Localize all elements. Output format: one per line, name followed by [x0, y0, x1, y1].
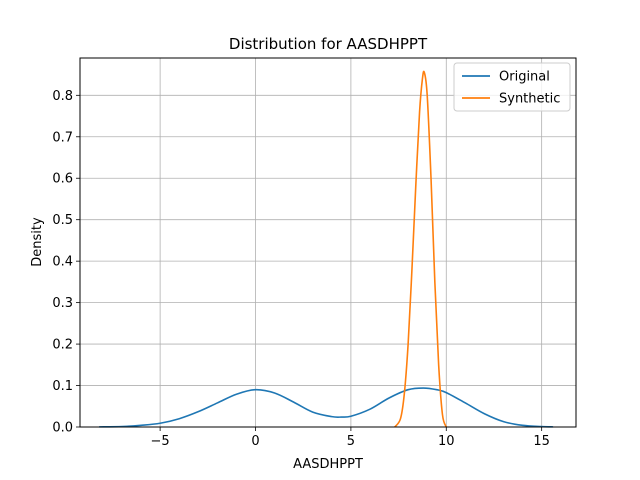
y-axis-label: Density: [30, 217, 45, 267]
y-tick-label: 0.0: [52, 421, 73, 436]
plot-frame: [79, 57, 577, 428]
series-line-synthetic: [394, 70, 448, 428]
ticks: −5 0 5 10 15 0.0 0.1 0.2 0.3 0.4 0.5 0.6 0.7 0.8: [52, 89, 550, 449]
legend: Original Synthetic: [453, 62, 571, 112]
grid: [80, 58, 576, 428]
y-tick-label: 0.6: [52, 172, 73, 187]
y-tick-label: 0.2: [52, 338, 73, 353]
x-tick-label: 0: [251, 434, 259, 449]
y-tick-label: 0.8: [52, 89, 73, 104]
x-tick-label: −5: [151, 434, 170, 449]
legend-label-synthetic: Synthetic: [499, 92, 560, 107]
y-tick-label: 0.3: [52, 296, 73, 311]
y-tick-label: 0.4: [52, 255, 73, 270]
x-axis-label: AASDHPPT: [293, 457, 363, 472]
x-tick-label: 15: [533, 434, 550, 449]
series-lines: [99, 70, 554, 428]
x-tick-label: 5: [347, 434, 355, 449]
y-tick-label: 0.7: [52, 130, 73, 145]
y-tick-label: 0.1: [52, 379, 73, 394]
y-tick-label: 0.5: [52, 213, 73, 228]
series-line-original: [99, 387, 554, 428]
legend-label-original: Original: [499, 70, 550, 85]
chart-title: Distribution for AASDHPPT: [229, 35, 428, 53]
legend-box: [453, 62, 571, 112]
x-tick-label: 10: [438, 434, 455, 449]
